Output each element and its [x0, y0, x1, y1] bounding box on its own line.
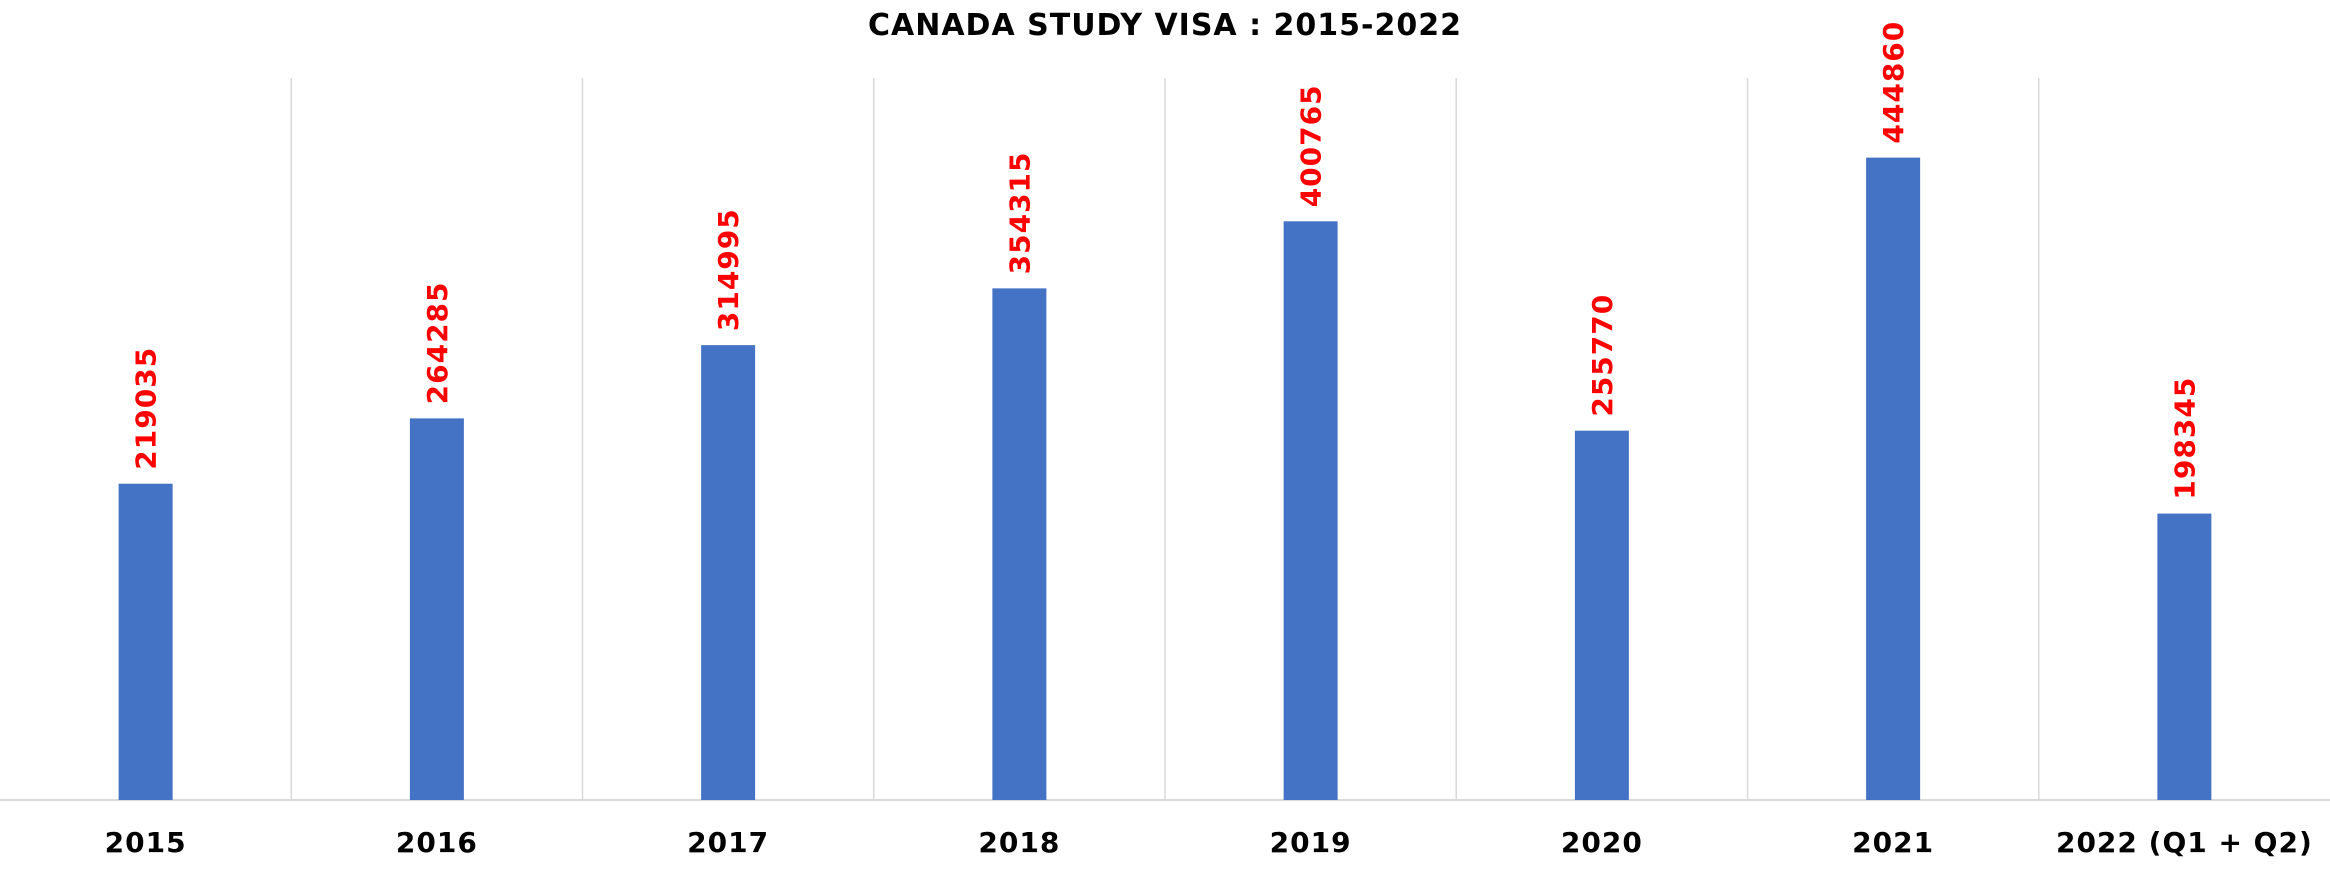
- chart-title: CANADA STUDY VISA : 2015-2022: [868, 8, 1462, 43]
- data-label: 198345: [2168, 377, 2201, 500]
- bar: [701, 345, 756, 800]
- bar: [1283, 221, 1338, 800]
- bar: [409, 418, 464, 800]
- bar: [2157, 513, 2212, 800]
- x-tick-label: 2016: [396, 826, 478, 859]
- x-tick-label: 2017: [687, 826, 769, 859]
- data-label: 354315: [1003, 151, 1036, 274]
- data-label: 264285: [421, 281, 454, 404]
- data-label: 255770: [1586, 294, 1619, 417]
- grid-layer: [0, 78, 2330, 801]
- data-label: 314995: [712, 208, 745, 331]
- x-tick-label: 2021: [1852, 826, 1934, 859]
- x-tick-label: 2020: [1561, 826, 1643, 859]
- data-label: 219035: [130, 347, 163, 470]
- labels-layer: 219035 264285 314995 354315 400765 255770 4448…: [130, 21, 2202, 500]
- x-tick-label: 2022 (Q1 + Q2): [2056, 826, 2313, 859]
- data-label: 444860: [1877, 21, 1910, 144]
- x-tick-label: 2018: [978, 826, 1060, 859]
- bar: [992, 288, 1047, 800]
- bars-layer: [118, 157, 2212, 800]
- x-axis-ticks: 2015 2016 2017 2018 2019 2020 2021 2022 (Q1 + Q…: [105, 826, 2313, 859]
- x-tick-label: 2015: [105, 826, 187, 859]
- bar: [1866, 157, 1921, 800]
- bar: [118, 483, 173, 800]
- data-label: 400765: [1295, 84, 1328, 207]
- x-tick-label: 2019: [1270, 826, 1352, 859]
- bar: [1574, 430, 1629, 800]
